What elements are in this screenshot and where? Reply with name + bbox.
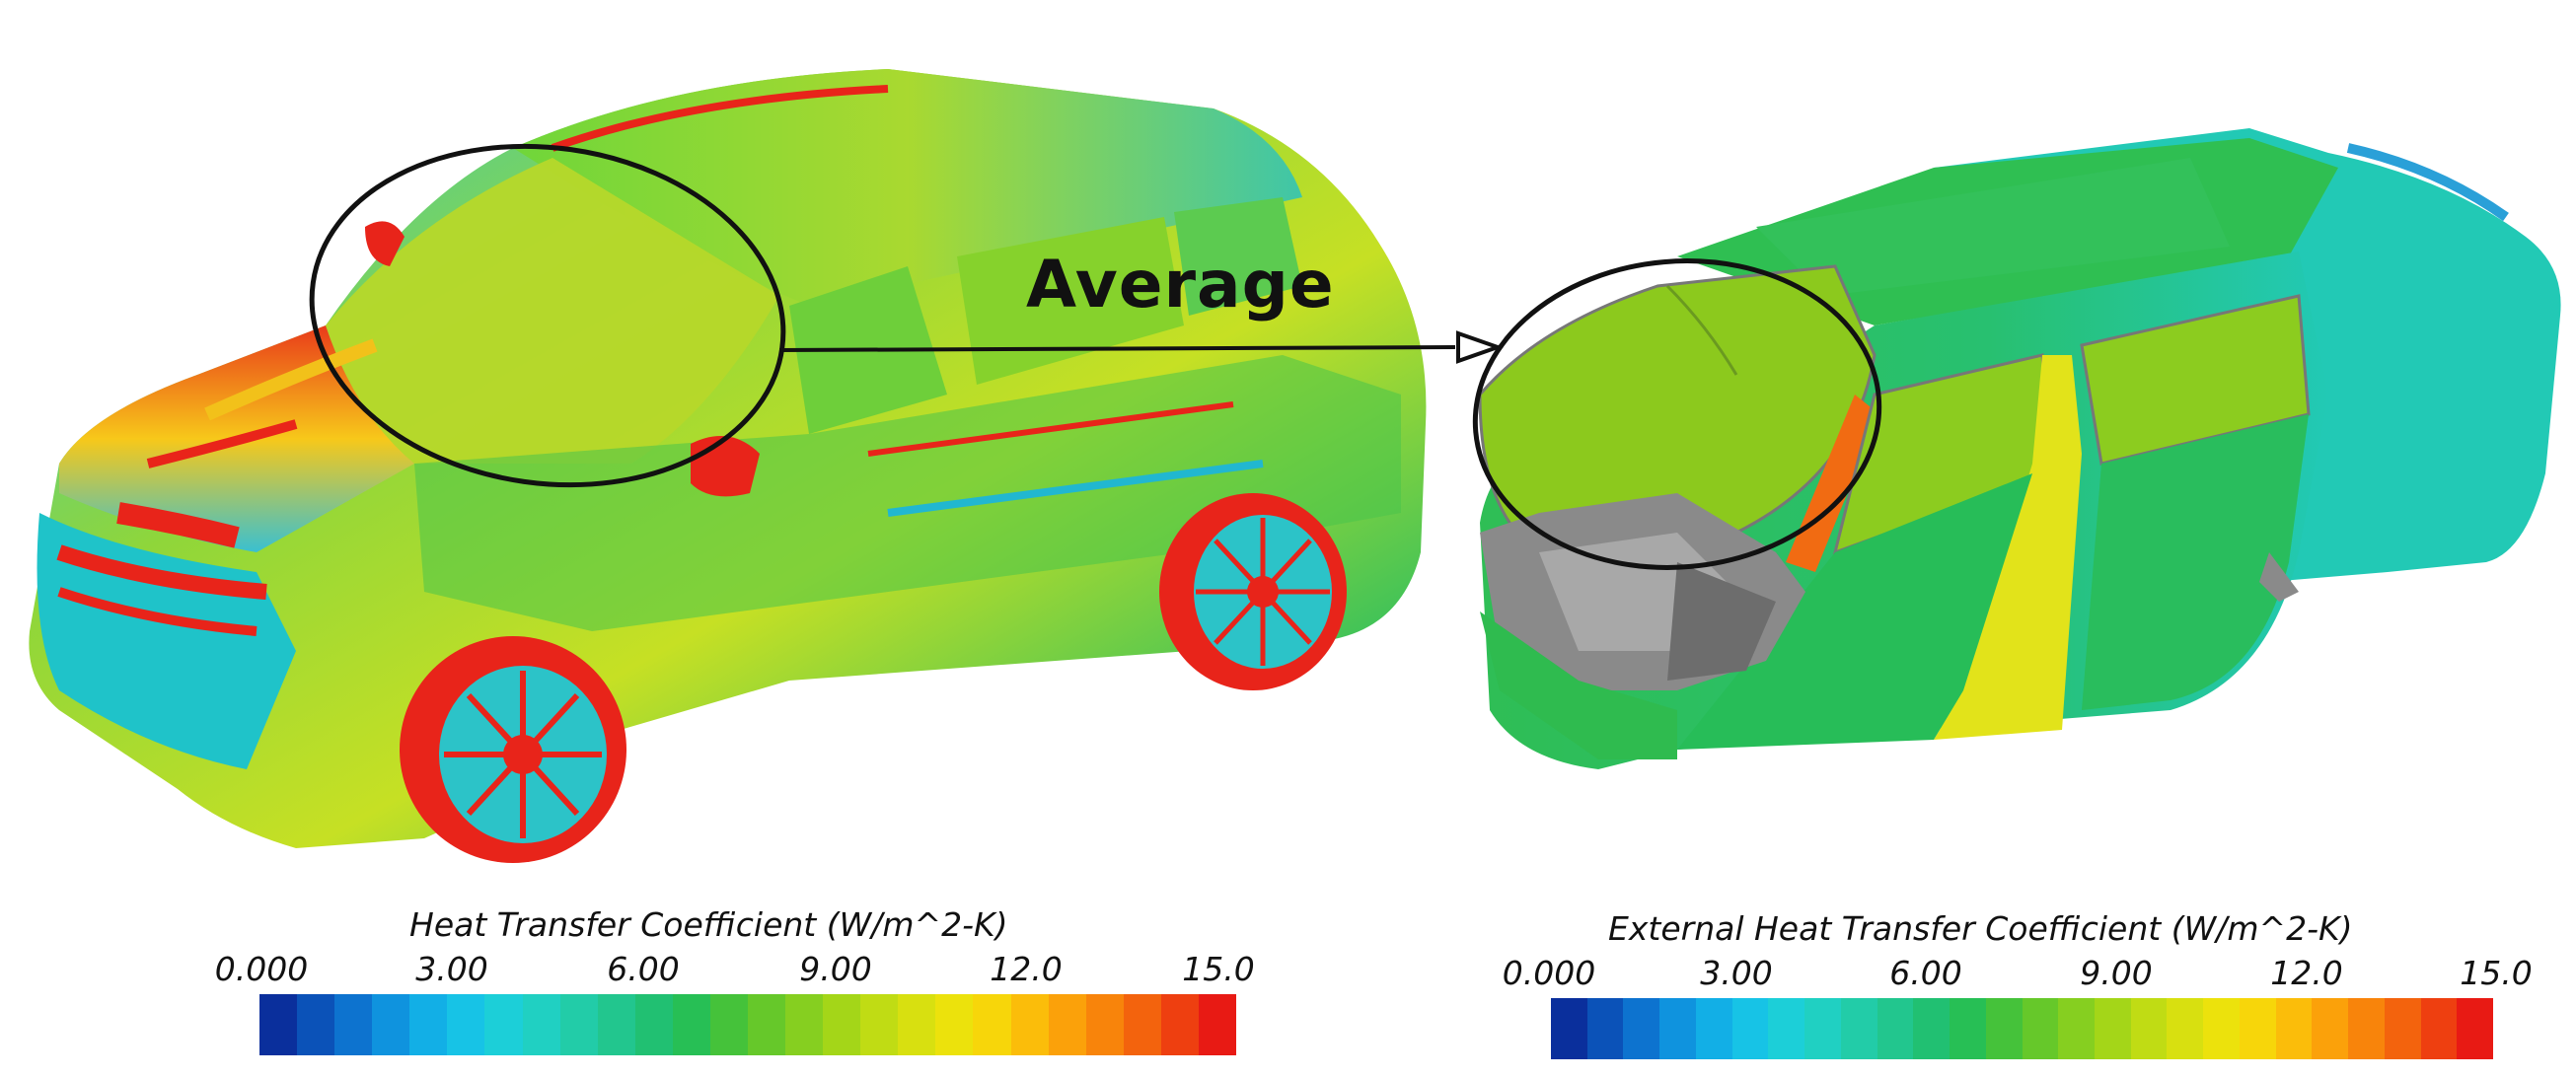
left-colorbar-swatch-23 (1123, 994, 1161, 1055)
right-tick-4: 12.0 (2270, 954, 2343, 992)
right-colorbar-swatch-11 (1950, 998, 1986, 1059)
right-colorbar-swatch-9 (1877, 998, 1914, 1059)
left-colorbar-swatch-1 (297, 994, 335, 1055)
left-colorbar-swatch-21 (1048, 994, 1086, 1055)
right-tick-0: 0.000 (1502, 954, 1596, 992)
left-car-htc-field (29, 69, 1427, 863)
left-colorbar-swatch-5 (447, 994, 485, 1055)
right-colorbar-swatch-18 (2203, 998, 2240, 1059)
left-colorbar-swatch-18 (935, 994, 974, 1055)
left-colorbar-swatch-11 (672, 994, 710, 1055)
left-colorbar-swatch-22 (1085, 994, 1124, 1055)
right-colorbar-swatch-0 (1551, 998, 1587, 1059)
left-colorbar-swatch-14 (785, 994, 824, 1055)
right-colorbar-swatch-23 (2384, 998, 2421, 1059)
average-arrow (778, 330, 1505, 364)
right-car-lower-front (1480, 611, 1677, 759)
left-colorbar (259, 994, 1237, 1055)
left-car-front-fascia (37, 513, 296, 769)
average-label: Average (1026, 247, 1335, 323)
right-colorbar-swatch-6 (1768, 998, 1805, 1059)
left-car-windshield (326, 158, 779, 464)
right-colorbar-swatch-4 (1695, 998, 1732, 1059)
left-tick-5: 15.0 (1182, 950, 1255, 988)
right-tick-1: 3.00 (1700, 954, 1773, 992)
left-colorbar-swatch-6 (484, 994, 523, 1055)
right-colorbar-swatch-24 (2420, 998, 2458, 1059)
left-colorbar-swatch-25 (1198, 994, 1237, 1055)
right-colorbar-swatch-25 (2457, 998, 2494, 1059)
left-colorbar-swatch-7 (522, 994, 560, 1055)
left-car-front-wheel (400, 636, 626, 863)
right-colorbar-swatch-7 (1804, 998, 1841, 1059)
right-tick-5: 15.0 (2460, 954, 2533, 992)
left-legend-title: Heat Transfer Coefficient (W/m^2-K) (409, 905, 1008, 944)
left-tick-4: 12.0 (990, 950, 1063, 988)
left-car-roof (513, 69, 1302, 306)
left-colorbar-swatch-17 (898, 994, 936, 1055)
left-colorbar-swatch-20 (1010, 994, 1049, 1055)
right-tick-3: 9.00 (2080, 954, 2153, 992)
left-colorbar-swatch-3 (372, 994, 410, 1055)
left-colorbar-swatch-13 (748, 994, 786, 1055)
right-colorbar (1551, 998, 2494, 1059)
left-colorbar-swatch-15 (823, 994, 861, 1055)
left-tick-0: 0.000 (214, 950, 309, 988)
left-colorbar-swatch-12 (709, 994, 749, 1055)
left-tick-1: 3.00 (415, 950, 488, 988)
left-car-side-window-rear (957, 217, 1184, 385)
right-colorbar-swatch-22 (2348, 998, 2385, 1059)
left-colorbar-swatch-24 (1160, 994, 1199, 1055)
right-colorbar-swatch-3 (1659, 998, 1696, 1059)
right-colorbar-swatch-20 (2275, 998, 2313, 1059)
right-highlight-ellipse (1472, 258, 1882, 570)
right-colorbar-swatch-21 (2312, 998, 2349, 1059)
left-colorbar-swatch-10 (634, 994, 673, 1055)
right-colorbar-swatch-10 (1913, 998, 1950, 1059)
right-colorbar-swatch-8 (1840, 998, 1877, 1059)
right-colorbar-swatch-1 (1586, 998, 1624, 1059)
left-colorbar-swatch-2 (334, 994, 373, 1055)
right-legend-title: External Heat Transfer Coefficient (W/m^… (1608, 909, 2353, 948)
right-colorbar-swatch-17 (2167, 998, 2204, 1059)
right-colorbar-swatch-19 (2239, 998, 2276, 1059)
right-car-average-htc (1478, 128, 2561, 769)
right-colorbar-swatch-2 (1623, 998, 1660, 1059)
left-colorbar-swatch-0 (259, 994, 298, 1055)
right-colorbar-swatch-15 (2095, 998, 2131, 1059)
left-colorbar-swatch-19 (973, 994, 1011, 1055)
left-colorbar-swatch-9 (597, 994, 635, 1055)
right-colorbar-swatch-12 (1985, 998, 2023, 1059)
left-tick-2: 6.00 (607, 950, 680, 988)
left-colorbar-swatch-8 (559, 994, 598, 1055)
right-tick-2: 6.00 (1889, 954, 1962, 992)
right-colorbar-swatch-14 (2058, 998, 2096, 1059)
left-colorbar-swatch-4 (409, 994, 448, 1055)
left-colorbar-swatch-16 (860, 994, 899, 1055)
left-tick-3: 9.00 (799, 950, 872, 988)
right-colorbar-swatch-5 (1731, 998, 1769, 1059)
right-colorbar-swatch-13 (2022, 998, 2059, 1059)
right-colorbar-swatch-16 (2130, 998, 2168, 1059)
left-car-rear-wheel (1159, 493, 1347, 690)
